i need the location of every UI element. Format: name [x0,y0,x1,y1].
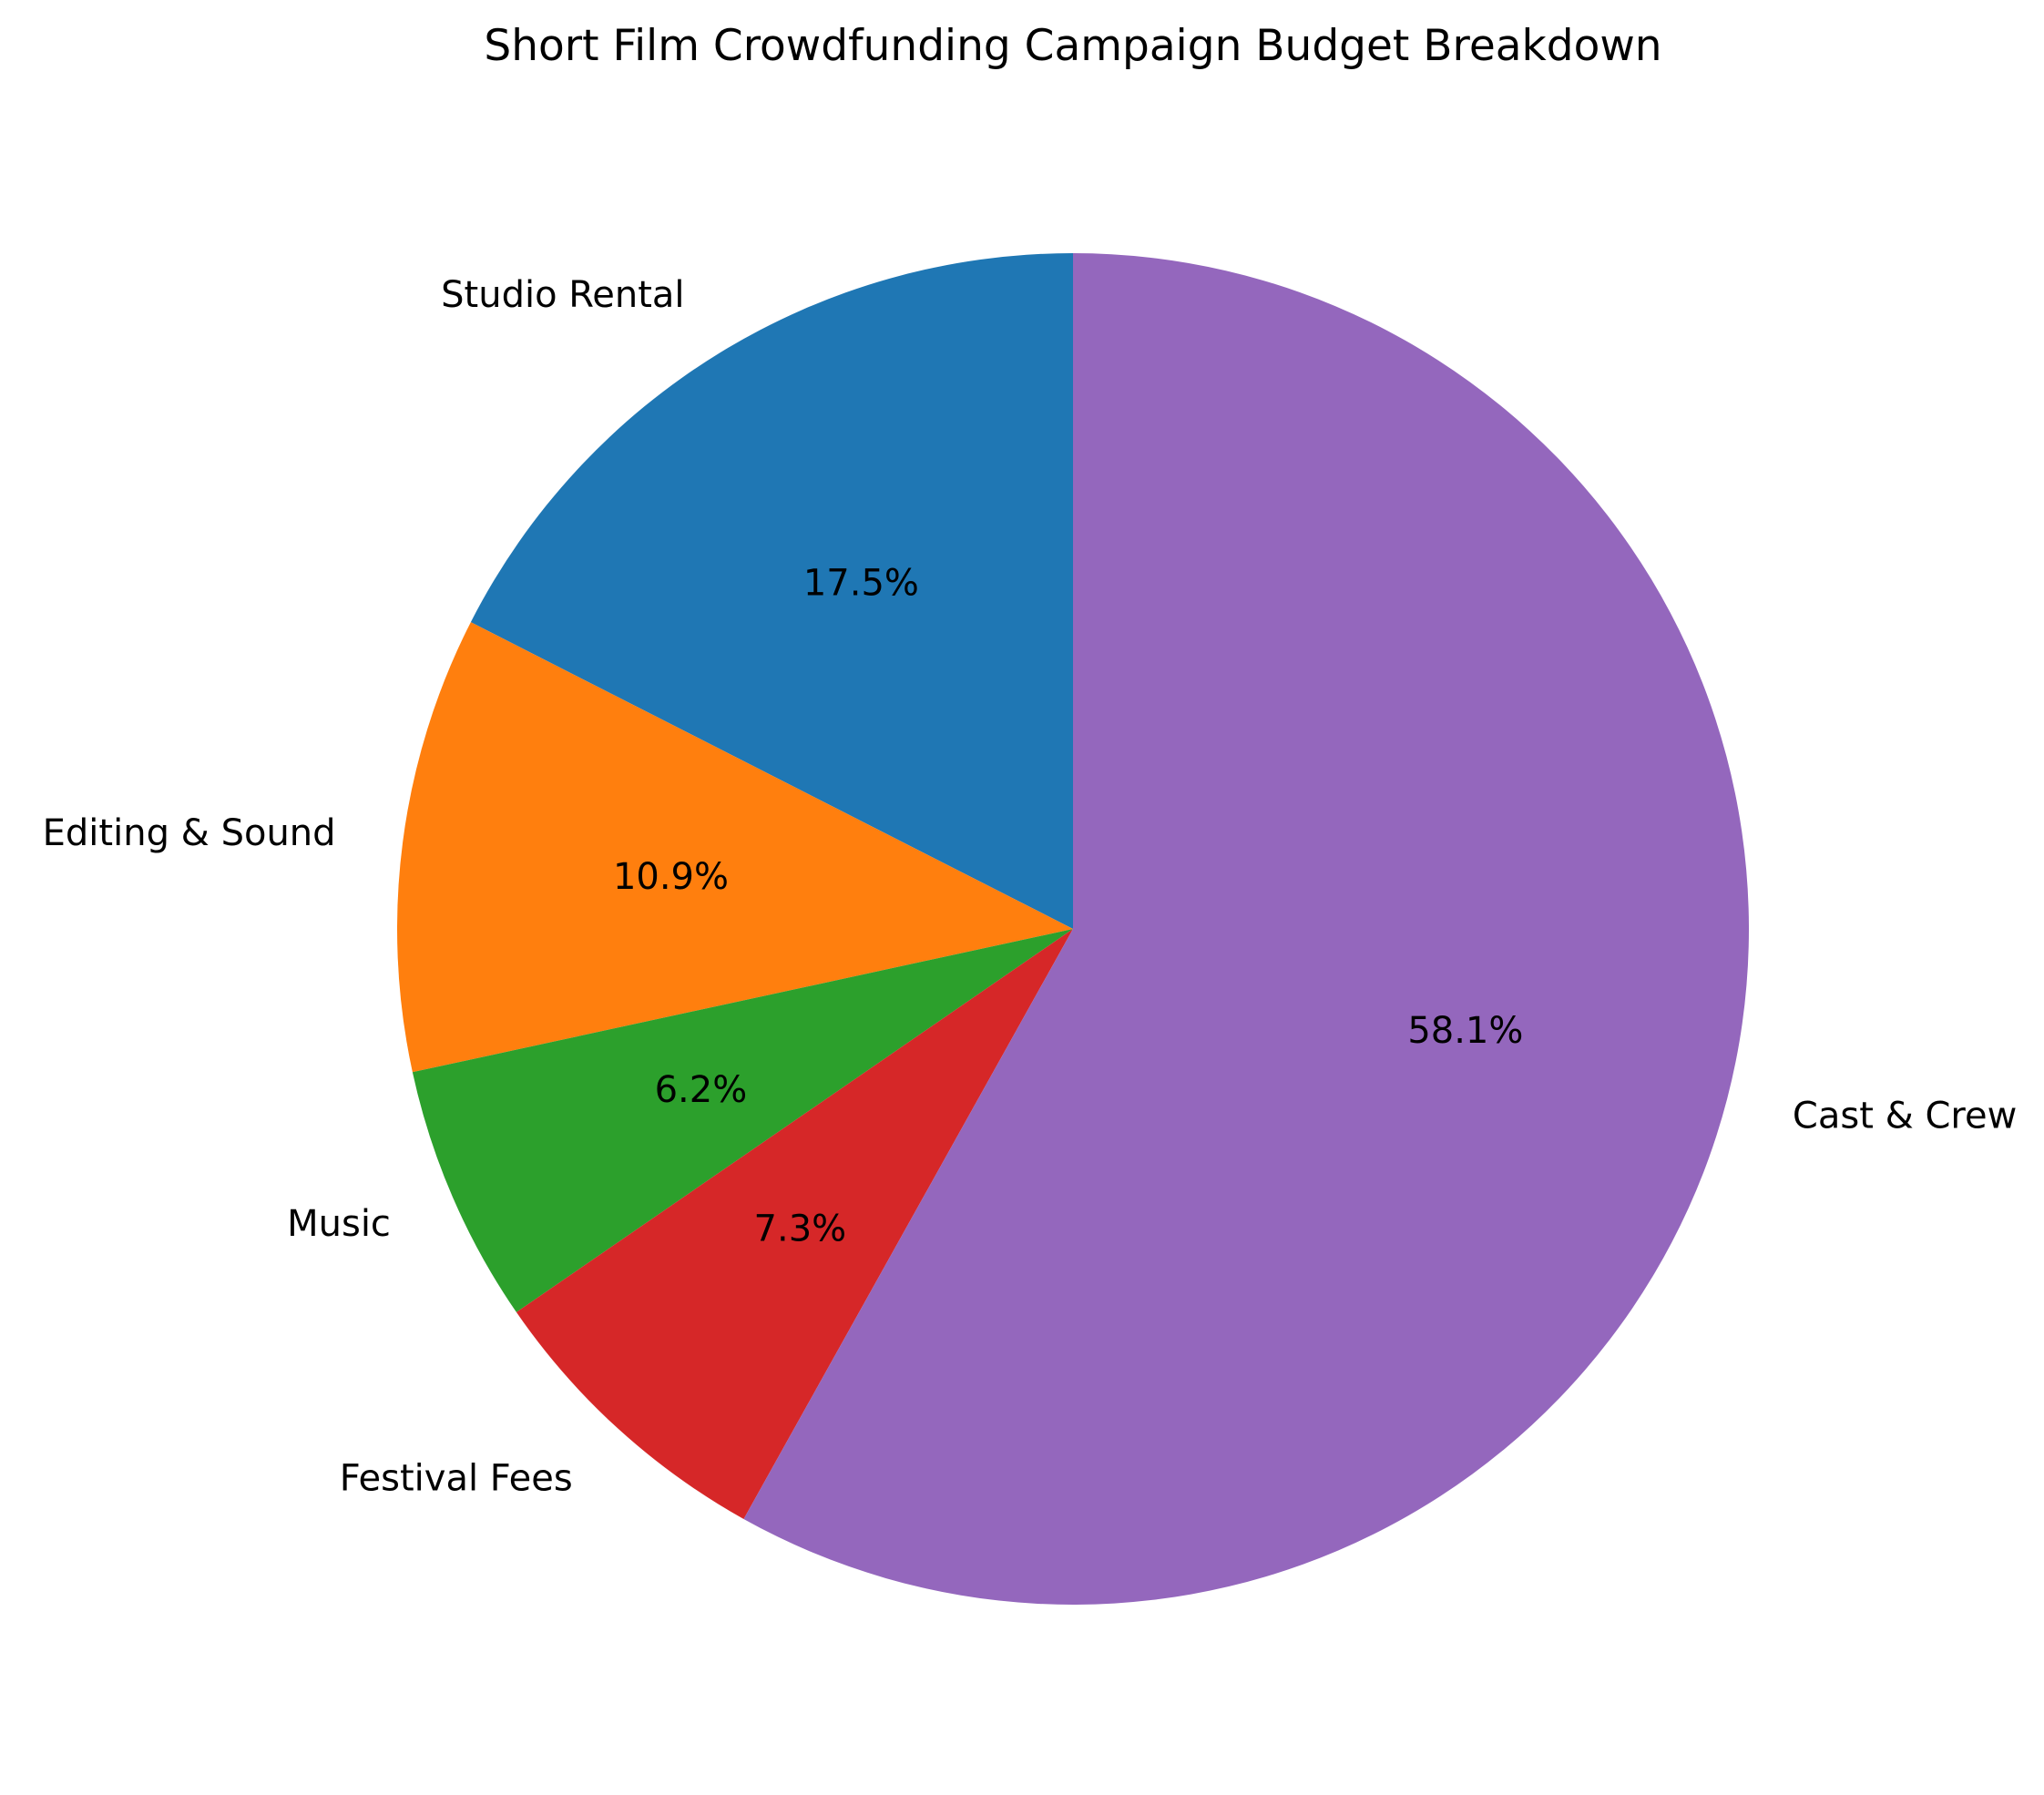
pie-slice-studio-rental [470,253,1073,929]
slice-label-editing-and-sound: Editing & Sound [43,812,336,854]
pct-label-cast-and-crew: 58.1% [1407,1010,1523,1052]
chart-title: Short Film Crowdfunding Campaign Budget … [484,21,1661,71]
slice-label-music: Music [287,1203,391,1245]
slice-label-festival-fees: Festival Fees [340,1458,573,1500]
pie-slice-editing-and-sound [397,622,1073,1073]
pie-slice-festival-fees [516,929,1073,1519]
pie-slice-music [412,929,1073,1312]
pct-label-music: 6.2% [655,1069,748,1111]
pie-labels: 17.5% Studio Rental 10.9% Editing & Sound 6.… [43,274,2018,1500]
pct-label-editing-and-sound: 10.9% [613,856,729,898]
pct-label-festival-fees: 7.3% [754,1208,847,1249]
pie-slice-cast-and-crew [743,253,1750,1605]
pie-slices [397,253,1750,1605]
slice-label-studio-rental: Studio Rental [441,274,684,316]
slice-label-cast-and-crew: Cast & Crew [1793,1095,2017,1137]
pct-label-studio-rental: 17.5% [803,562,919,604]
